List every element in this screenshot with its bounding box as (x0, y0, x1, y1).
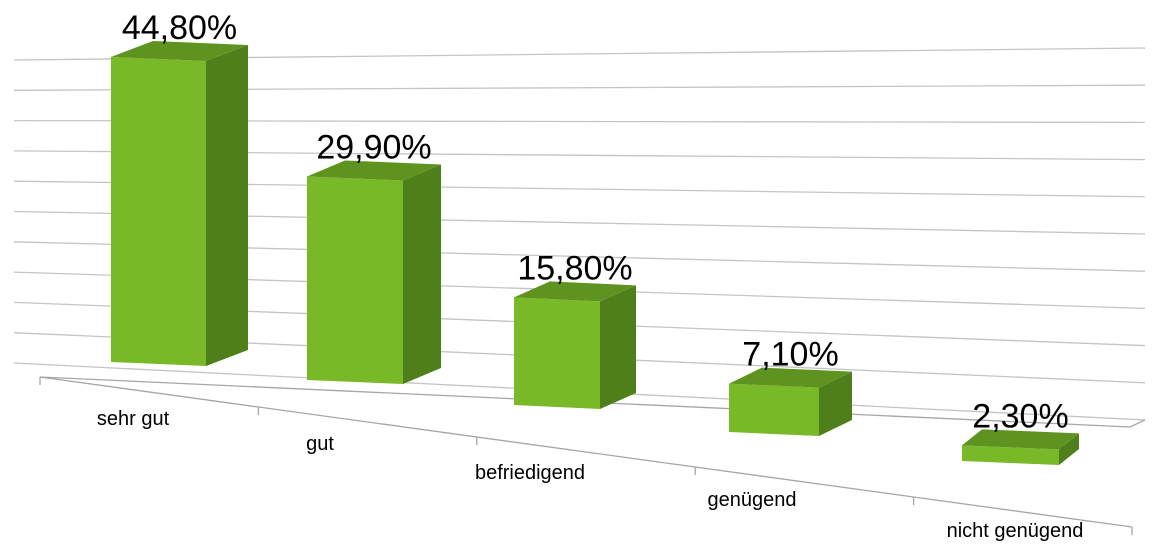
bar-top-face (307, 160, 441, 181)
bar-side-face (600, 285, 636, 409)
bar-front-face (962, 445, 1059, 465)
bar (111, 41, 248, 366)
bar-side-face (819, 371, 852, 436)
bar-front-face (111, 57, 206, 366)
data-label: 15,80% (517, 249, 632, 287)
bar-top-face (729, 367, 852, 388)
category-axis-line (39, 376, 1133, 528)
bar (307, 160, 441, 384)
bar-front-face (307, 176, 403, 384)
bar (514, 281, 636, 409)
bar-side-face (206, 45, 248, 366)
category-label: befriedigend (475, 462, 585, 484)
bar-side-face (1059, 433, 1079, 465)
bar-top-face (962, 429, 1079, 450)
bar (729, 367, 852, 436)
bar-front-face (514, 297, 600, 409)
bar-side-face (403, 164, 441, 384)
data-label: 44,80% (122, 9, 237, 47)
category-label: genügend (708, 489, 797, 511)
bar (962, 429, 1079, 465)
bar-top-face (111, 41, 248, 61)
data-label: 2,30% (972, 397, 1068, 435)
bars (111, 41, 1079, 465)
floor-side-edge (1129, 419, 1146, 428)
data-labels: 44,80% 29,90% 15,80% 7,10% 2,30% (122, 9, 1069, 435)
category-label: sehr gut (97, 408, 170, 430)
data-label: 7,10% (742, 336, 838, 374)
bar-front-face (729, 383, 819, 436)
category-label: gut (306, 433, 334, 455)
category-label: nicht genügend (947, 520, 1084, 542)
data-label: 29,90% (316, 128, 431, 166)
category-labels: sehr gut gut befriedigend genügend nicht gen… (97, 408, 1084, 542)
bar-top-face (514, 281, 636, 302)
